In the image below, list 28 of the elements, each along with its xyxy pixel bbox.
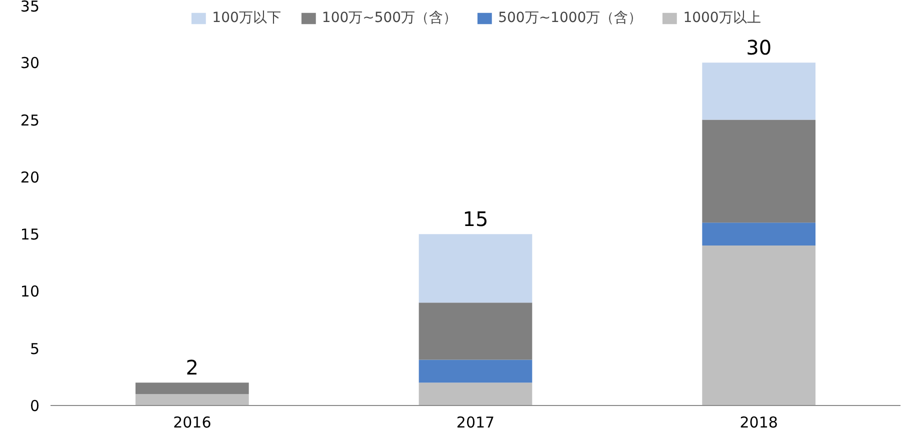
legend-label: 100万以下 xyxy=(212,9,281,27)
y-tick-label: 30 xyxy=(20,54,40,72)
total-label: 15 xyxy=(462,207,488,232)
bar xyxy=(418,302,532,360)
y-tick-label: 20 xyxy=(20,168,40,186)
legend-label: 1000万以上 xyxy=(683,9,761,27)
y-tick-label: 35 xyxy=(20,0,40,16)
y-tick-label: 10 xyxy=(20,282,40,301)
x-tick-label: 2018 xyxy=(740,414,778,430)
y-tick-label: 15 xyxy=(20,226,40,244)
bar xyxy=(702,120,816,223)
legend-label: 100万~500万（含） xyxy=(322,9,458,27)
bar xyxy=(418,234,532,303)
x-tick-label: 2017 xyxy=(456,414,495,430)
y-tick-label: 5 xyxy=(30,340,40,358)
y-tick-label: 25 xyxy=(20,111,40,130)
x-tick-label: 2016 xyxy=(173,414,212,430)
total-label: 2 xyxy=(186,356,199,380)
bar xyxy=(136,382,249,394)
total-label: 30 xyxy=(746,36,772,60)
bar xyxy=(702,222,816,246)
bar xyxy=(702,246,816,406)
bar xyxy=(136,394,249,406)
y-tick-label: 0 xyxy=(30,397,40,415)
legend-label: 500万~1000万（含） xyxy=(498,9,642,27)
bar xyxy=(702,62,816,120)
bar xyxy=(418,382,532,406)
bar xyxy=(418,360,532,383)
